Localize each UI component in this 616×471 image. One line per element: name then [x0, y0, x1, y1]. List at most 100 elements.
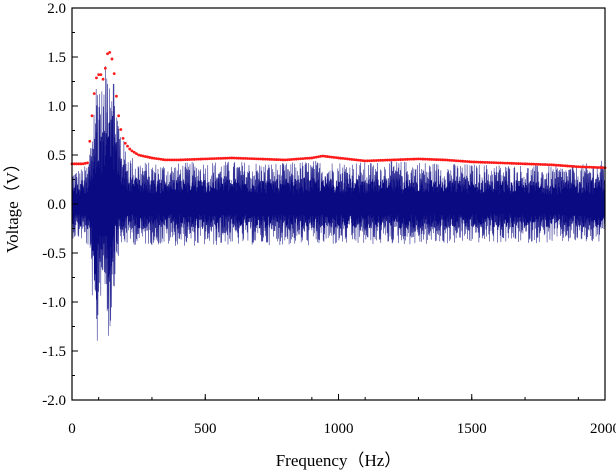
envelope-point	[301, 157, 305, 160]
envelope-point	[190, 158, 194, 161]
envelope-point	[290, 158, 294, 161]
envelope-point	[383, 158, 387, 162]
envelope-point	[352, 158, 356, 162]
envelope-point	[257, 157, 260, 161]
envelope-point	[379, 158, 383, 162]
envelope-point	[359, 158, 363, 162]
envelope-point	[368, 159, 371, 163]
envelope-point	[516, 162, 520, 165]
envelope-point	[528, 162, 531, 166]
envelope-point	[121, 136, 125, 140]
envelope-point	[237, 156, 240, 160]
envelope-point	[163, 158, 167, 162]
envelope-point	[152, 156, 156, 160]
envelope-point	[219, 156, 223, 160]
envelope-point	[246, 157, 249, 160]
envelope-point	[588, 165, 591, 169]
envelope-point	[274, 158, 278, 161]
x-axis-ticks: 0 500 1000 1500 2000	[68, 394, 616, 437]
y-tick-label: -0.5	[42, 246, 66, 262]
envelope-point	[361, 159, 365, 163]
envelope-point	[79, 162, 83, 166]
envelope-point	[339, 156, 343, 160]
envelope-point	[552, 163, 556, 167]
envelope-point	[483, 160, 487, 164]
envelope-point	[585, 165, 589, 169]
envelope-point	[261, 157, 265, 161]
envelope-point	[465, 160, 469, 163]
envelope-point	[137, 153, 141, 157]
envelope-point	[397, 158, 400, 162]
envelope-point	[363, 159, 367, 163]
envelope-point	[135, 152, 138, 156]
envelope-point	[277, 158, 280, 162]
envelope-point	[514, 162, 518, 165]
x-tick-label: 500	[194, 421, 217, 437]
envelope-point	[326, 155, 329, 158]
envelope-point	[228, 156, 232, 160]
envelope-point	[241, 156, 245, 160]
envelope-point	[556, 163, 560, 167]
envelope-point	[505, 161, 509, 165]
envelope-point	[550, 163, 554, 167]
envelope-point	[499, 161, 503, 165]
envelope-point	[288, 158, 292, 161]
envelope-point	[170, 158, 174, 162]
envelope-point	[272, 158, 276, 161]
y-axis-title: Voltage（V）	[3, 155, 22, 253]
envelope-point	[174, 158, 178, 162]
envelope-point	[512, 162, 516, 165]
envelope-point	[341, 157, 345, 160]
envelope-point	[474, 160, 478, 164]
envelope-point	[208, 157, 212, 161]
envelope-point	[157, 157, 161, 161]
envelope-point	[188, 158, 192, 161]
envelope-point	[388, 158, 391, 162]
envelope-point	[221, 156, 225, 160]
y-tick-label: 2.0	[47, 1, 66, 17]
envelope-point	[399, 158, 403, 161]
envelope-point	[337, 156, 340, 160]
envelope-point	[470, 160, 474, 164]
envelope-point	[521, 162, 525, 166]
envelope-point	[492, 161, 496, 165]
envelope-point	[530, 162, 534, 166]
envelope-point	[494, 161, 498, 165]
envelope-point	[179, 158, 183, 162]
envelope-point	[159, 157, 163, 161]
envelope-point	[419, 157, 423, 161]
envelope-point	[348, 157, 351, 161]
envelope-point	[123, 141, 127, 145]
envelope-point	[243, 157, 247, 160]
envelope-point	[306, 156, 309, 160]
envelope-point	[574, 165, 578, 169]
envelope-point	[308, 156, 312, 160]
envelope-point	[394, 158, 398, 162]
envelope-point	[161, 158, 165, 161]
y-tick-label: -1.5	[42, 344, 66, 360]
envelope-point	[490, 161, 494, 164]
envelope-point	[252, 157, 256, 161]
envelope-point	[294, 157, 298, 161]
envelope-point	[581, 165, 585, 169]
envelope-point	[594, 166, 598, 169]
envelope-point	[357, 158, 360, 162]
envelope-point	[75, 162, 78, 166]
envelope-point	[283, 158, 287, 162]
envelope-point	[212, 157, 216, 160]
envelope-point	[183, 158, 187, 162]
envelope-point	[425, 157, 429, 161]
envelope-point	[117, 114, 121, 118]
envelope-point	[539, 162, 542, 166]
envelope-point	[596, 166, 600, 169]
envelope-point	[108, 51, 112, 54]
envelope-point	[454, 159, 458, 163]
envelope-point	[439, 158, 443, 162]
envelope-point	[112, 72, 116, 76]
envelope-point	[206, 157, 209, 161]
envelope-point	[472, 160, 476, 164]
envelope-point	[459, 159, 463, 163]
envelope-point	[303, 157, 307, 160]
envelope-point	[343, 157, 347, 161]
envelope-point	[570, 164, 574, 168]
